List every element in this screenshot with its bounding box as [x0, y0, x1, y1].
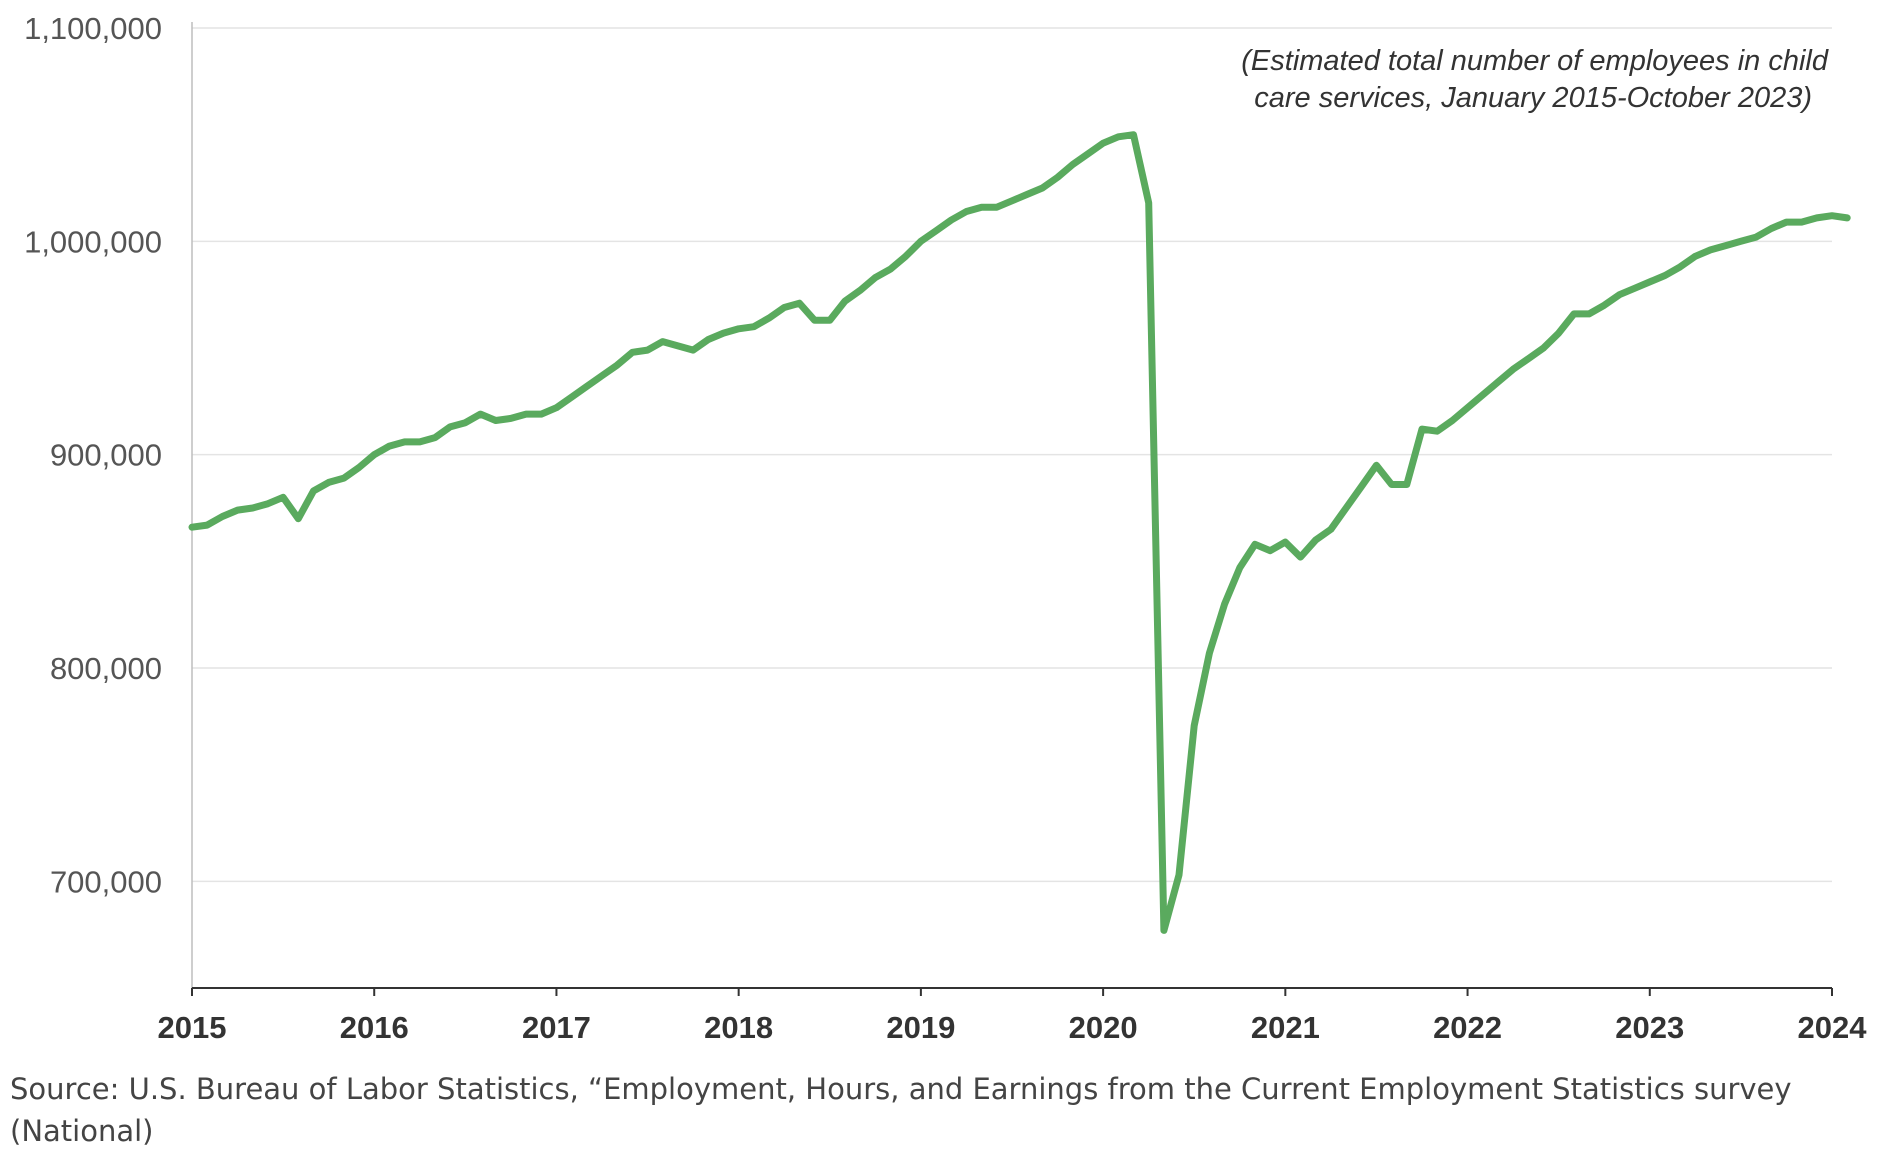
x-tick-label: 2018	[704, 1010, 773, 1045]
x-tick-label: 2017	[522, 1010, 591, 1045]
x-tick-label: 2023	[1615, 1010, 1684, 1045]
source-note: Source: U.S. Bureau of Labor Statistics,…	[10, 1072, 1792, 1148]
x-tick-label: 2022	[1433, 1010, 1502, 1045]
y-tick-label: 900,000	[50, 438, 162, 473]
annotation-line-2: care services, January 2015-October 2023…	[1254, 82, 1812, 114]
x-tick-label: 2015	[158, 1010, 227, 1045]
x-tick-label: 2019	[886, 1010, 955, 1045]
x-tick-label: 2024	[1798, 1010, 1868, 1045]
x-tick-label: 2016	[340, 1010, 409, 1045]
y-tick-label: 800,000	[50, 651, 162, 686]
annotation-line-1: (Estimated total number of employees in …	[1241, 45, 1829, 77]
x-tick-label: 2021	[1251, 1010, 1320, 1045]
gridlines	[192, 27, 1832, 883]
series-line-employees	[188, 131, 1851, 934]
y-tick-label: 700,000	[50, 864, 162, 899]
y-axis-ticks: 700,000 800,000 900,000 1,000,000 1,100,000	[24, 11, 162, 899]
y-tick-label: 1,100,000	[24, 11, 162, 46]
x-tick-label: 2020	[1069, 1010, 1138, 1045]
x-axis-ticks: 2015 2016 2017 2018 2019 2020 2021 2022 2023 2024	[158, 988, 1868, 1045]
y-tick-label: 1,000,000	[24, 224, 162, 259]
